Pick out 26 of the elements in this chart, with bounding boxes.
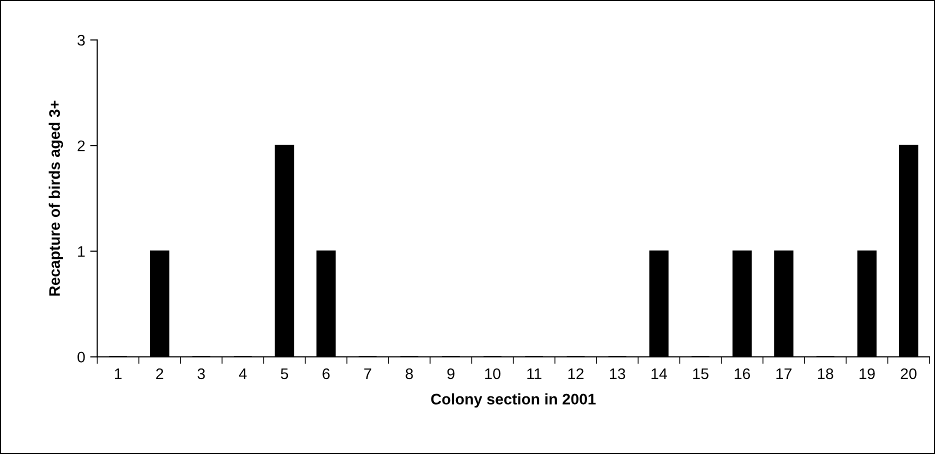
x-tick-label: 18 — [818, 368, 834, 380]
x-tick-label: 4 — [238, 368, 247, 380]
y-tick-label: 2 — [78, 140, 85, 152]
x-tick-label: 8 — [406, 368, 413, 380]
x-tick-label: 17 — [776, 368, 792, 380]
x-tick-label: 14 — [652, 368, 667, 380]
y-tick-label: 3 — [78, 34, 85, 46]
y-axis-title: Recapture of birds aged 3+ — [48, 100, 64, 296]
x-tick-label: 1 — [114, 368, 122, 380]
x-axis-title: Colony section in 2001 — [431, 393, 596, 408]
x-tick-label: 2 — [156, 368, 164, 380]
x-tick-label: 20 — [900, 368, 916, 380]
x-tick-label: 11 — [527, 368, 542, 380]
y-tick-label: 1 — [78, 246, 85, 257]
x-tick-label: 12 — [568, 368, 584, 380]
x-tick-label: 15 — [693, 368, 708, 380]
x-tick-label: 5 — [280, 368, 288, 380]
y-tick-label: 0 — [78, 352, 85, 363]
x-tick-label: 16 — [734, 368, 750, 380]
x-tick-label: 13 — [610, 368, 626, 380]
x-tick-label: 6 — [322, 368, 330, 380]
x-tick-label: 9 — [447, 368, 454, 380]
x-tick-label: 3 — [198, 368, 205, 380]
x-tick-label: 10 — [485, 368, 500, 380]
x-tick-label: 7 — [364, 368, 372, 380]
x-tick-label: 19 — [860, 368, 875, 380]
